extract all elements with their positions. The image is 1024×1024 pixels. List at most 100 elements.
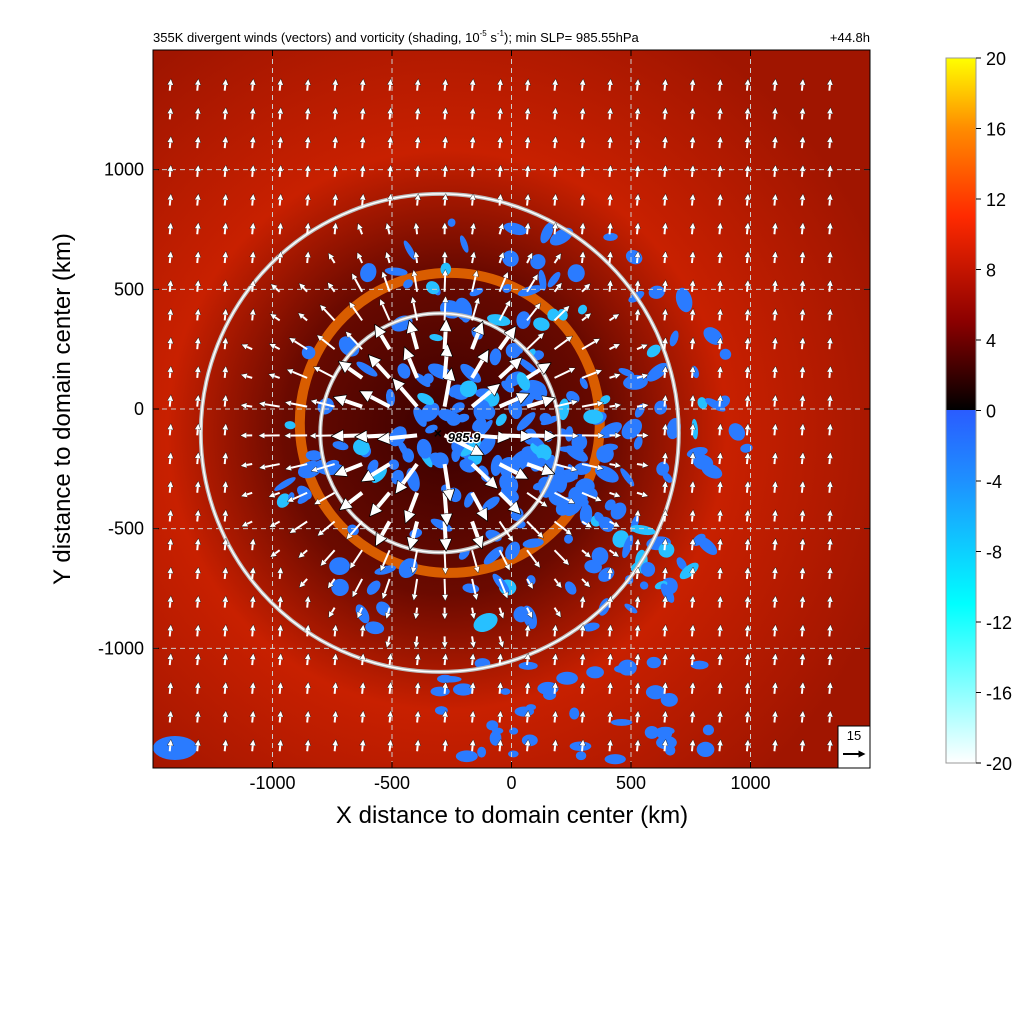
wind-vector bbox=[692, 82, 693, 91]
wind-vector bbox=[747, 599, 748, 608]
wind-vector bbox=[527, 628, 528, 637]
wind-vector bbox=[829, 685, 830, 694]
wind-vector bbox=[413, 300, 419, 321]
wind-vector bbox=[636, 405, 646, 406]
wind-vector bbox=[379, 520, 392, 540]
wind-vector bbox=[526, 255, 531, 264]
wind-vector bbox=[411, 520, 417, 544]
wind-vector bbox=[335, 139, 336, 149]
negative-vorticity-patch bbox=[502, 284, 512, 293]
wind-vector bbox=[365, 394, 391, 409]
wind-vector bbox=[500, 685, 501, 694]
wind-vector bbox=[774, 82, 775, 91]
wind-vector bbox=[307, 254, 308, 264]
wind-vector bbox=[307, 82, 308, 91]
wind-vector bbox=[319, 337, 336, 350]
wind-vector bbox=[609, 197, 610, 206]
wind-vector bbox=[307, 599, 308, 608]
negative-vorticity-patch bbox=[397, 440, 409, 458]
wind-vector bbox=[411, 326, 420, 350]
vector-scale-label: 15 bbox=[847, 728, 861, 743]
wind-vector bbox=[170, 455, 171, 465]
negative-vorticity-patch bbox=[622, 534, 634, 559]
wind-vector bbox=[339, 399, 363, 409]
wind-vector bbox=[581, 315, 589, 322]
wind-vector bbox=[322, 307, 336, 322]
negative-vorticity-patch bbox=[495, 413, 507, 427]
min-slp-marker: × 985.9 bbox=[434, 425, 483, 446]
negative-vorticity-patch bbox=[434, 706, 448, 715]
wind-vector bbox=[225, 599, 226, 608]
wind-vector bbox=[609, 464, 618, 466]
wind-vector bbox=[442, 374, 451, 407]
x-tick-label: -500 bbox=[374, 773, 410, 793]
wind-vector bbox=[692, 254, 693, 264]
negative-vorticity-patch bbox=[697, 536, 718, 555]
wind-vector bbox=[314, 463, 335, 470]
wind-vector bbox=[582, 628, 583, 637]
wind-vector bbox=[445, 656, 446, 666]
wind-vector bbox=[664, 254, 665, 264]
wind-vector bbox=[445, 168, 446, 177]
wind-vector bbox=[692, 225, 693, 235]
wind-vector bbox=[555, 225, 556, 235]
wind-vector bbox=[664, 513, 665, 522]
wind-vector bbox=[719, 369, 720, 378]
wind-vector bbox=[390, 714, 391, 723]
wind-vector bbox=[747, 168, 748, 177]
wind-vector bbox=[225, 513, 226, 522]
wind-vector bbox=[774, 225, 775, 235]
wind-vector bbox=[399, 462, 419, 489]
negative-vorticity-patch bbox=[646, 344, 661, 358]
wind-vector bbox=[252, 111, 253, 120]
wind-vector bbox=[774, 742, 775, 752]
wind-vector bbox=[197, 427, 198, 436]
negative-vorticity-patch bbox=[569, 707, 580, 720]
wind-vector bbox=[417, 111, 418, 120]
wind-vector bbox=[829, 742, 830, 752]
wind-vector bbox=[553, 520, 570, 533]
negative-vorticity-patch bbox=[426, 281, 440, 295]
wind-vector bbox=[225, 570, 226, 580]
wind-vector bbox=[829, 714, 830, 723]
wind-vector bbox=[747, 628, 748, 637]
wind-vector bbox=[280, 254, 281, 264]
wind-vector bbox=[280, 714, 281, 723]
negative-vorticity-patch bbox=[437, 674, 454, 684]
wind-vector bbox=[526, 578, 532, 587]
negative-vorticity-patch bbox=[658, 542, 675, 558]
wind-vector bbox=[719, 197, 720, 206]
wind-vector bbox=[636, 346, 645, 351]
negative-vorticity-patch bbox=[525, 379, 547, 395]
negative-vorticity-patch bbox=[705, 398, 726, 412]
negative-vorticity-patch bbox=[477, 746, 487, 758]
wind-vector bbox=[692, 685, 693, 694]
wind-vector bbox=[301, 285, 308, 293]
wind-vector bbox=[354, 578, 364, 595]
negative-vorticity-patch bbox=[360, 263, 377, 283]
wind-vector bbox=[335, 82, 336, 91]
wind-vector bbox=[636, 464, 646, 465]
wind-vector bbox=[582, 742, 583, 752]
colorbar-tick-label: 0 bbox=[986, 402, 996, 422]
wind-vector bbox=[719, 455, 720, 465]
wind-vector bbox=[384, 578, 391, 596]
wind-vector bbox=[252, 312, 253, 321]
wind-vector bbox=[582, 225, 583, 235]
negative-vorticity-patch bbox=[535, 444, 552, 461]
wind-vector bbox=[774, 139, 775, 149]
wind-vector bbox=[692, 369, 693, 378]
negative-vorticity-patch bbox=[451, 402, 465, 413]
negative-vorticity-patch bbox=[365, 621, 385, 635]
wind-vector bbox=[335, 714, 336, 723]
wind-vector bbox=[581, 520, 589, 526]
wind-vector bbox=[322, 549, 336, 564]
wind-vector bbox=[692, 599, 693, 608]
negative-vorticity-patch bbox=[489, 348, 502, 366]
negative-vorticity-patch bbox=[633, 436, 643, 450]
negative-vorticity-patch bbox=[503, 222, 527, 236]
negative-vorticity-patch bbox=[459, 235, 469, 253]
wind-vector bbox=[527, 714, 528, 723]
wind-vector bbox=[829, 513, 830, 522]
wind-vector bbox=[637, 82, 638, 91]
